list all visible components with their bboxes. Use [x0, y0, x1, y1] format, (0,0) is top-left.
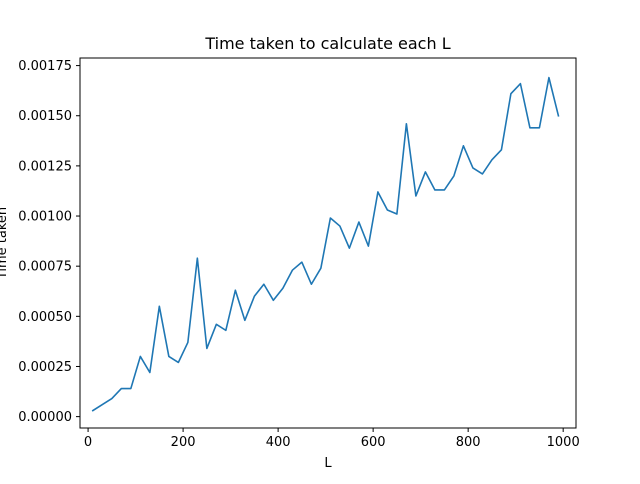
y-tick-label: 0.00100	[18, 210, 72, 225]
data-point	[510, 93, 512, 95]
data-point	[330, 217, 332, 219]
data-point	[206, 348, 208, 350]
data-point	[520, 83, 522, 85]
data-point	[491, 159, 493, 161]
data-point	[339, 225, 341, 227]
data-point	[282, 287, 284, 289]
data-point	[311, 283, 313, 285]
data-point	[273, 299, 275, 301]
data-point	[130, 388, 132, 390]
data-point	[539, 127, 541, 129]
data-point	[197, 257, 199, 259]
y-tick-label: 0.00175	[18, 59, 72, 74]
data-point	[178, 362, 180, 364]
data-point	[235, 289, 237, 291]
y-tick-label: 0.00150	[18, 109, 72, 124]
data-point	[396, 213, 398, 215]
data-point	[301, 261, 303, 263]
x-tick-label: 400	[266, 435, 291, 450]
data-point	[225, 330, 227, 332]
data-point	[387, 209, 389, 211]
x-tick-label: 200	[171, 435, 196, 450]
series-line	[91, 76, 560, 412]
x-tick-label: 800	[456, 435, 481, 450]
data-point	[254, 295, 256, 297]
data-point	[415, 195, 417, 197]
data-point	[187, 342, 189, 344]
x-tick-label: 600	[361, 435, 386, 450]
y-tick-label: 0.00050	[18, 310, 72, 325]
y-tick-label: 0.00000	[18, 410, 72, 425]
data-point	[111, 398, 113, 400]
chart-title: Time taken to calculate each L	[204, 34, 450, 53]
data-point	[349, 247, 351, 249]
data-point	[548, 77, 550, 79]
x-axis-ticks: 0 200 400 600 800 1000	[84, 428, 580, 450]
series-layer	[91, 76, 560, 412]
y-axis-label: Time taken	[0, 207, 10, 280]
data-point	[320, 267, 322, 269]
y-axis-ticks: 0.00000 0.00025 0.00050 0.00075 0.00100 0.001…	[18, 59, 80, 425]
x-tick-label: 0	[84, 435, 92, 450]
data-point	[216, 324, 218, 326]
data-point	[244, 320, 246, 322]
data-point	[453, 175, 455, 177]
data-point	[358, 221, 360, 223]
data-point	[140, 356, 142, 358]
y-tick-label: 0.00125	[18, 159, 72, 174]
data-point	[368, 245, 370, 247]
data-point	[558, 115, 560, 117]
data-point	[168, 356, 170, 358]
data-point	[501, 149, 503, 151]
data-point	[406, 123, 408, 125]
data-point	[292, 269, 294, 271]
data-point	[92, 410, 94, 412]
data-point	[159, 305, 161, 307]
x-axis-label: L	[324, 456, 332, 471]
data-point	[463, 145, 465, 147]
data-point	[121, 388, 123, 390]
data-point	[444, 189, 446, 191]
x-tick-label: 1000	[547, 435, 580, 450]
data-point	[472, 167, 474, 169]
data-point	[102, 404, 104, 406]
data-point	[434, 189, 436, 191]
data-point	[377, 191, 379, 193]
data-point	[149, 372, 151, 374]
data-point	[425, 171, 427, 173]
y-tick-label: 0.00025	[18, 360, 72, 375]
data-point	[482, 173, 484, 175]
data-point	[263, 283, 265, 285]
y-tick-label: 0.00075	[18, 260, 72, 275]
data-point	[529, 127, 531, 129]
plot-area-frame	[79, 57, 577, 429]
